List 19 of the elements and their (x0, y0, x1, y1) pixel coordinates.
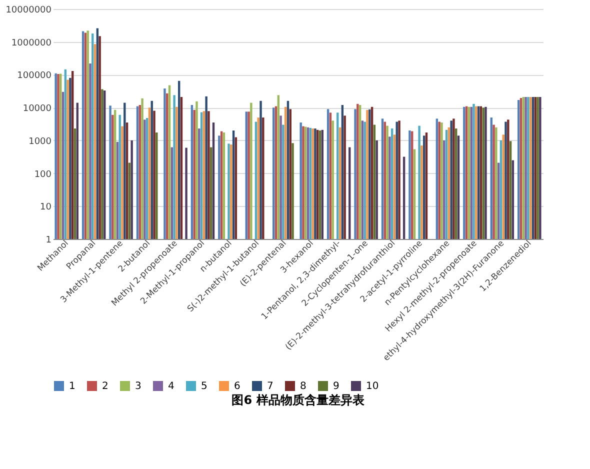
legend-label: 3 (135, 381, 142, 392)
y-tick-label: 1 (46, 236, 52, 246)
legend-label: 1 (69, 381, 76, 392)
y-tick-label: 10 (40, 202, 52, 213)
y-tick-label: 100000 (17, 71, 52, 82)
legend-label: 2 (102, 381, 108, 392)
legend-label: 7 (267, 381, 274, 392)
y-tick-label: 1000000 (11, 38, 52, 48)
y-tick-label: 100 (34, 170, 52, 180)
legend-label: 10 (366, 381, 379, 392)
y-tick-label: 1000 (28, 136, 52, 147)
text: 图6 样品物质含量差异表 (232, 393, 366, 407)
legend-label: 4 (168, 381, 174, 392)
legend-label: 5 (201, 381, 208, 392)
legend-label: 9 (333, 381, 340, 392)
y-tick-label: 10000 (22, 104, 52, 114)
y-tick-label: 10000000 (6, 6, 52, 16)
legend-label: 6 (234, 381, 240, 392)
legend-label: 8 (300, 381, 306, 392)
